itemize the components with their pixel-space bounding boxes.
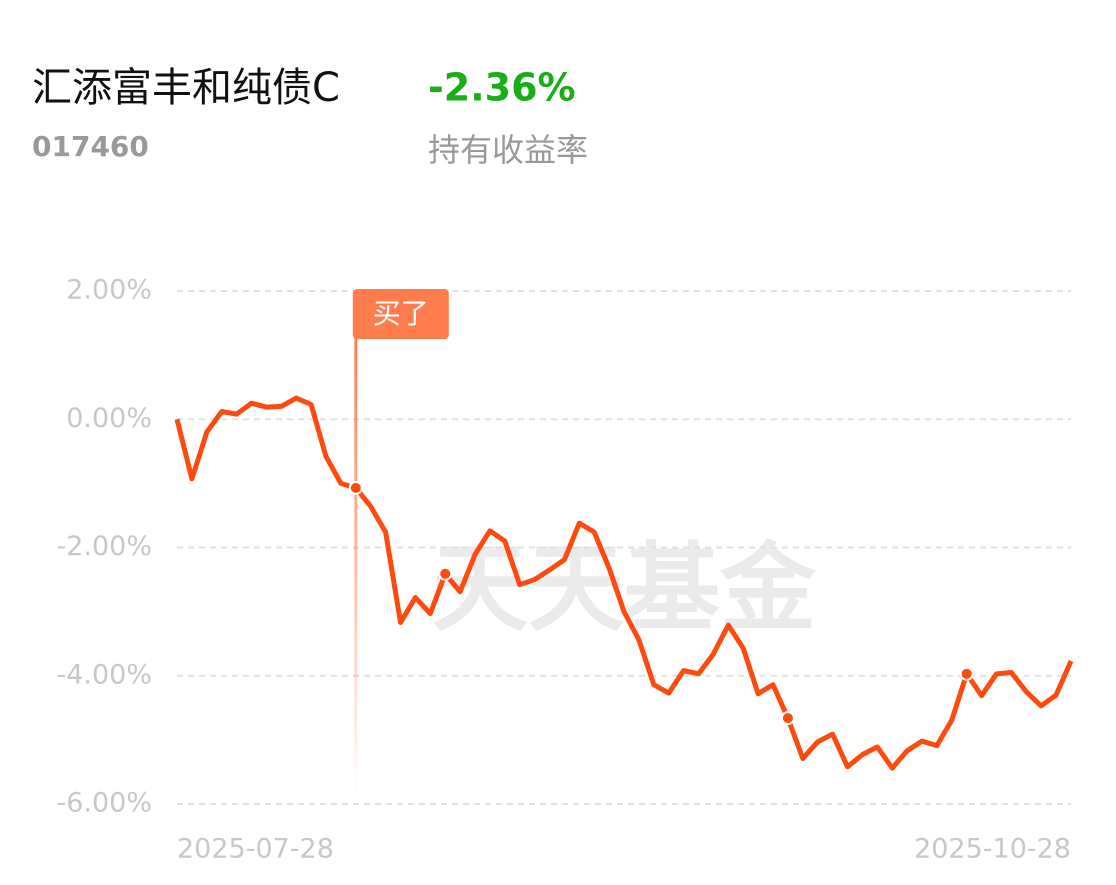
fund-name: 汇添富丰和纯债C	[32, 65, 340, 111]
y-tick-label: -6.00%	[56, 788, 152, 819]
y-tick-label: -2.00%	[56, 531, 152, 562]
point-dot	[780, 711, 795, 726]
return-caption: 持有收益率	[428, 131, 588, 169]
buy-line	[354, 330, 358, 800]
line	[174, 395, 1074, 771]
buy-label: 买了	[373, 297, 429, 330]
holding-return: -2.36%	[428, 66, 576, 110]
point-dot	[348, 480, 363, 495]
watermark: 天天基金	[432, 532, 817, 644]
chart: 天天基金 2.00% 0.00% -2.00% -4.00% -6.00% 2025-07-…	[56, 275, 1074, 865]
point-dot	[959, 666, 974, 681]
point-dot	[438, 566, 453, 581]
x-tick-label: 2025-10-28	[914, 834, 1071, 865]
x-tick-label: 2025-07-28	[177, 834, 334, 865]
fund-code: 017460	[32, 130, 149, 163]
y-tick-label: 0.00%	[66, 403, 152, 434]
buy-badge	[352, 289, 449, 339]
y-tick-label: -4.00%	[56, 659, 152, 690]
y-tick-label: 2.00%	[66, 275, 152, 306]
